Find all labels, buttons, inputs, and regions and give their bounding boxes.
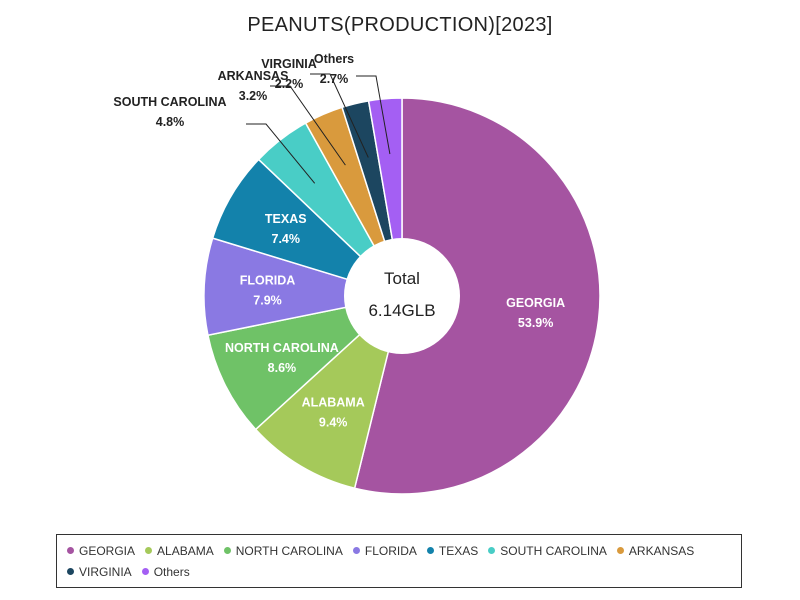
legend-item-south-carolina: SOUTH CAROLINA [488, 543, 607, 558]
center-label: Total [384, 269, 420, 288]
data-label-florida-value: 7.9% [253, 293, 282, 307]
legend-swatch-texas [426, 547, 434, 555]
data-label-others-name: Others [314, 52, 354, 66]
legend-label-virginia: VIRGINIA [79, 564, 132, 579]
pie-chart: Total 6.14GLB GEORGIA 53.9% ALABAMA 9.4% NORTH… [113, 52, 601, 495]
leader-line-others [356, 75, 391, 155]
pie-labels: Total 6.14GLB GEORGIA 53.9% ALABAMA 9.4% NORTH… [113, 52, 565, 430]
legend-swatch-florida [352, 547, 360, 555]
data-label-virginia-name: VIRGINIA [261, 57, 317, 71]
legend-item-alabama: ALABAMA [145, 543, 214, 558]
legend-label-georgia: GEORGIA [79, 543, 136, 558]
legend-swatch-georgia [67, 547, 74, 555]
leader-line-south-carolina [246, 123, 316, 184]
legend-label-others: Others [153, 564, 190, 579]
data-label-arkansas-name: ARKANSAS [218, 69, 289, 83]
legend-item-north-carolina: NORTH CAROLINA [223, 543, 343, 558]
data-label-others-value: 2.7% [320, 72, 349, 86]
chart-legend: GEORGIA ALABAMA NORTH CAROLINA FLORIDA TEXAS… [56, 534, 742, 588]
legend-label-arkansas: ARKANSAS [628, 543, 695, 558]
legend-item-others: Others [141, 564, 190, 579]
leader-line-virginia [310, 73, 369, 158]
data-label-texas-name: TEXAS [265, 212, 307, 226]
data-label-texas-value: 7.4% [272, 232, 301, 246]
data-label-georgia-value: 53.9% [518, 316, 553, 330]
legend-swatch-others [141, 568, 149, 576]
data-label-south-carolina-name: SOUTH CAROLINA [113, 95, 226, 109]
data-label-north-carolina-name: NORTH CAROLINA [225, 341, 339, 355]
legend-label-florida: FLORIDA [364, 543, 417, 558]
data-label-north-carolina-value: 8.6% [268, 361, 297, 375]
data-label-alabama-value: 9.4% [319, 416, 348, 430]
legend-item-georgia: GEORGIA [67, 543, 135, 558]
slice-alabama [254, 293, 404, 490]
legend-swatch-virginia [67, 568, 74, 576]
pie-slices [203, 97, 601, 495]
data-label-alabama-name: ALABAMA [302, 396, 365, 410]
data-label-south-carolina-value: 4.8% [156, 115, 185, 129]
legend-label-alabama: ALABAMA [157, 543, 214, 558]
legend-swatch-north-carolina [223, 547, 231, 555]
center-value: 6.14GLB [368, 301, 435, 320]
slice-georgia [353, 97, 601, 495]
legend-label-texas: TEXAS [438, 543, 479, 558]
legend-item-arkansas: ARKANSAS [616, 543, 695, 558]
leader-line-arkansas [270, 85, 346, 166]
slice-florida [203, 237, 403, 337]
legend-item-texas: TEXAS [426, 543, 479, 558]
data-label-arkansas-value: 3.2% [239, 89, 268, 103]
data-label-virginia-value: 2.2% [275, 77, 304, 91]
data-label-georgia-name: GEORGIA [506, 296, 565, 310]
legend-swatch-alabama [145, 547, 153, 555]
legend-swatch-south-carolina [488, 547, 496, 555]
donut-hole [344, 238, 460, 354]
legend-swatch-arkansas [616, 547, 624, 555]
legend-label-south-carolina: SOUTH CAROLINA [500, 543, 607, 558]
chart-title: PEANUTS(PRODUCTION)[2023] [247, 14, 553, 36]
legend-label-north-carolina: NORTH CAROLINA [235, 543, 343, 558]
legend-item-florida: FLORIDA [352, 543, 417, 558]
data-label-florida-name: FLORIDA [240, 273, 296, 287]
slice-north-carolina [207, 294, 405, 431]
legend-item-virginia: VIRGINIA [67, 564, 132, 579]
